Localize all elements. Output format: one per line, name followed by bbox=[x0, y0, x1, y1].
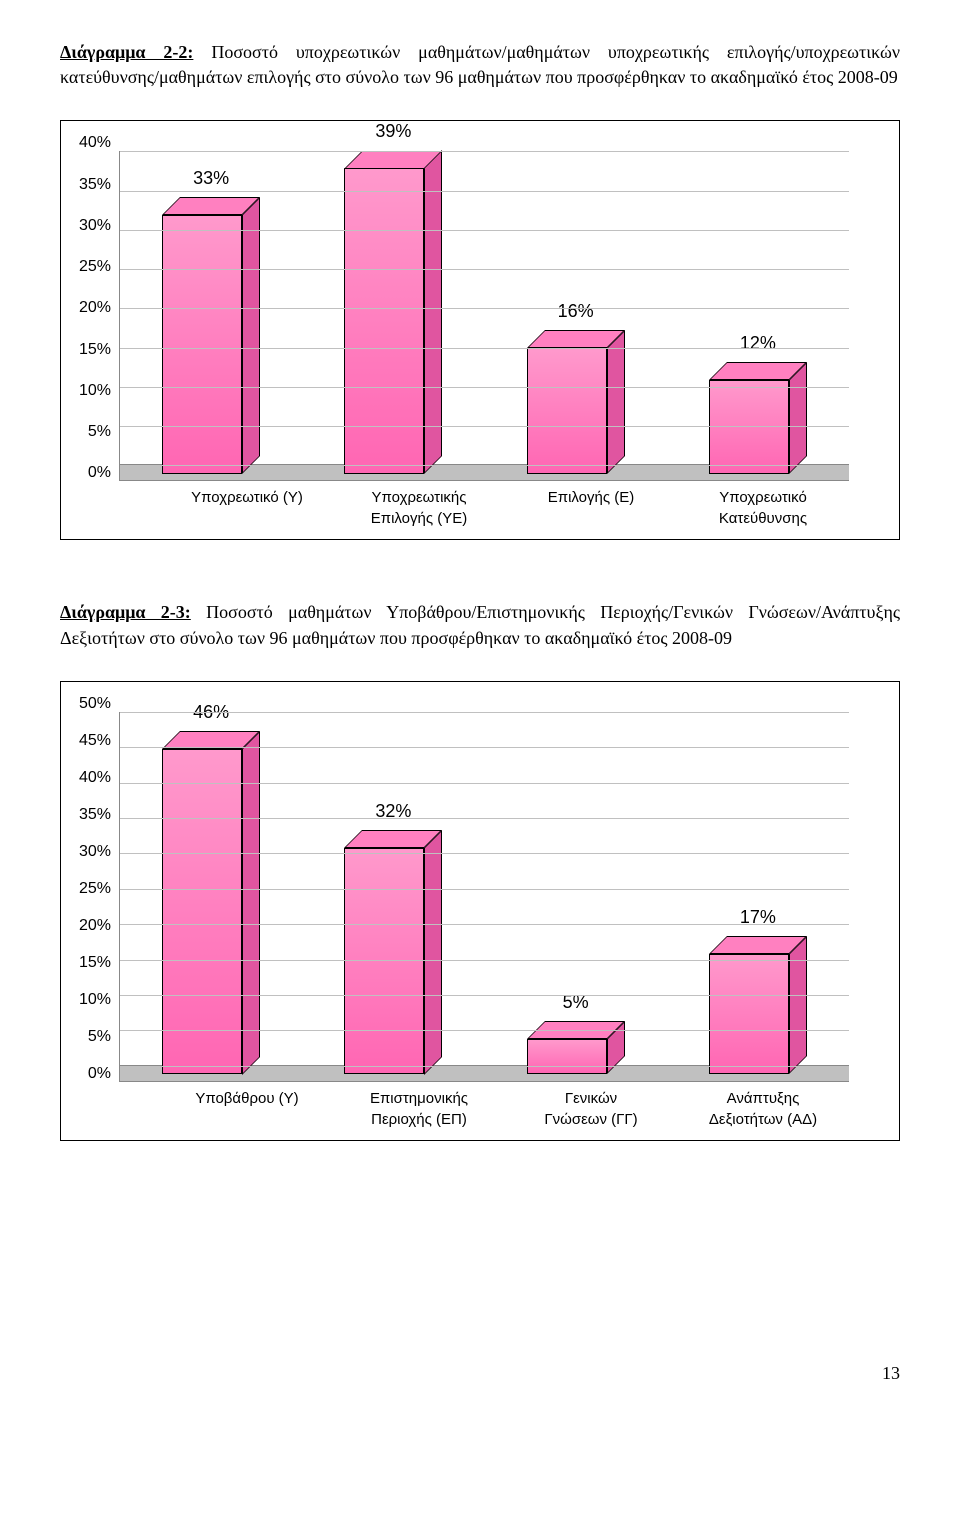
bar-front bbox=[527, 348, 607, 474]
bar-slot: 33% bbox=[120, 151, 302, 480]
grid-line bbox=[120, 465, 849, 466]
grid-line bbox=[120, 1066, 849, 1067]
bar-side bbox=[607, 330, 625, 474]
chart-2-3-plot: 46% 32% 5% 17% bbox=[119, 712, 849, 1082]
grid-line bbox=[120, 230, 849, 231]
grid-line bbox=[120, 889, 849, 890]
grid-line bbox=[120, 151, 849, 152]
bar: 17% bbox=[709, 936, 807, 1074]
x-category: Γενικών Γνώσεων (ΓΓ) bbox=[505, 1088, 677, 1130]
bar-front bbox=[709, 954, 789, 1074]
chart-2-2-plot-wrap: 40%35%30%25%20%15%10%5%0% 33% 39% 16% 12% bbox=[111, 151, 849, 481]
bar-value-label: 16% bbox=[558, 299, 594, 324]
bar-slot: 46% bbox=[120, 712, 302, 1081]
x-category: Υποχρεωτικής Επιλογής (ΥΕ) bbox=[333, 487, 505, 529]
grid-line bbox=[120, 783, 849, 784]
caption-2-3: Διάγραμμα 2-3: Ποσοστό μαθημάτων Υποβάθρ… bbox=[60, 600, 900, 650]
bar-value-label: 5% bbox=[563, 990, 589, 1015]
bar-side bbox=[242, 197, 260, 474]
x-category: Υποβάθρου (Υ) bbox=[161, 1088, 333, 1130]
bar-slot: 5% bbox=[485, 712, 667, 1081]
bar-side bbox=[789, 936, 807, 1074]
grid-line bbox=[120, 348, 849, 349]
grid-line bbox=[120, 960, 849, 961]
bar-slot: 12% bbox=[667, 151, 849, 480]
grid-line bbox=[120, 853, 849, 854]
caption-label-2-2: Διάγραμμα 2-2: bbox=[60, 42, 193, 62]
bar-front bbox=[344, 848, 424, 1075]
bar: 32% bbox=[344, 830, 442, 1075]
bar: 33% bbox=[162, 197, 260, 474]
bar-side bbox=[424, 830, 442, 1075]
caption-label-2-3: Διάγραμμα 2-3: bbox=[60, 602, 191, 622]
chart-2-2-y-axis: 40%35%30%25%20%15%10%5%0% bbox=[111, 151, 119, 481]
bar-value-label: 33% bbox=[193, 166, 229, 191]
bar-value-label: 17% bbox=[740, 905, 776, 930]
bar-value-label: 32% bbox=[375, 799, 411, 824]
chart-2-2: 40%35%30%25%20%15%10%5%0% 33% 39% 16% 12% Υ… bbox=[60, 120, 900, 540]
grid-line bbox=[120, 191, 849, 192]
chart-2-3-plot-wrap: 50%45%40%35%30%25%20%15%10%5%0% 46% 32% 5%… bbox=[111, 712, 849, 1082]
grid-line bbox=[120, 387, 849, 388]
chart-2-2-bars: 33% 39% 16% 12% bbox=[120, 151, 849, 480]
grid-line bbox=[120, 818, 849, 819]
grid-line bbox=[120, 995, 849, 996]
grid-line bbox=[120, 308, 849, 309]
caption-2-2: Διάγραμμα 2-2: Ποσοστό υποχρεωτικών μαθη… bbox=[60, 40, 900, 90]
bar-slot: 39% bbox=[302, 151, 484, 480]
x-category: Ανάπτυξης Δεξιοτήτων (ΑΔ) bbox=[677, 1088, 849, 1130]
grid-line bbox=[120, 924, 849, 925]
bar-slot: 17% bbox=[667, 712, 849, 1081]
grid-line bbox=[120, 426, 849, 427]
bar-value-label: 39% bbox=[375, 119, 411, 144]
chart-2-2-plot: 33% 39% 16% 12% bbox=[119, 151, 849, 481]
chart-2-3-y-axis: 50%45%40%35%30%25%20%15%10%5%0% bbox=[111, 712, 119, 1082]
grid-line bbox=[120, 1030, 849, 1031]
bar-slot: 16% bbox=[485, 151, 667, 480]
bar-slot: 32% bbox=[302, 712, 484, 1081]
bar: 16% bbox=[527, 330, 625, 474]
bar-side bbox=[789, 362, 807, 474]
page-number: 13 bbox=[60, 1361, 900, 1386]
chart-2-2-x-axis: Υποχρεωτικό (Υ)Υποχρεωτικής Επιλογής (ΥΕ… bbox=[161, 481, 849, 529]
chart-2-3: 50%45%40%35%30%25%20%15%10%5%0% 46% 32% 5%… bbox=[60, 681, 900, 1141]
bar-value-label: 12% bbox=[740, 331, 776, 356]
chart-2-3-bars: 46% 32% 5% 17% bbox=[120, 712, 849, 1081]
bar: 12% bbox=[709, 362, 807, 474]
x-category: Επιστημονικής Περιοχής (ΕΠ) bbox=[333, 1088, 505, 1130]
x-category: Υποχρεωτικό (Υ) bbox=[161, 487, 333, 529]
chart-2-3-x-axis: Υποβάθρου (Υ)Επιστημονικής Περιοχής (ΕΠ)… bbox=[161, 1082, 849, 1130]
grid-line bbox=[120, 712, 849, 713]
grid-line bbox=[120, 269, 849, 270]
grid-line bbox=[120, 747, 849, 748]
x-category: Υποχρεωτικό Κατεύθυνσης bbox=[677, 487, 849, 529]
bar-front bbox=[527, 1039, 607, 1074]
x-category: Επιλογής (Ε) bbox=[505, 487, 677, 529]
bar-front bbox=[162, 215, 242, 474]
bar-front bbox=[344, 168, 424, 474]
bar-front bbox=[162, 749, 242, 1075]
